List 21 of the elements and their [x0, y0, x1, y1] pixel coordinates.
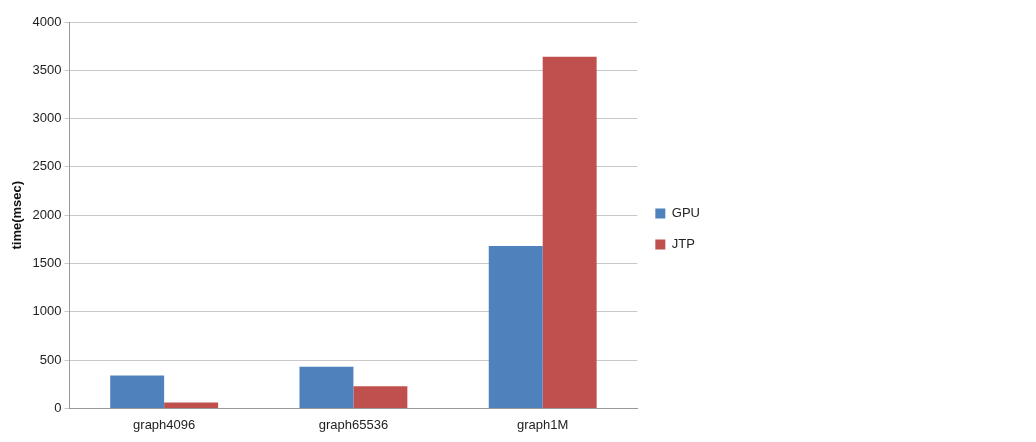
y-tick-label: 3500 [32, 61, 62, 77]
y-tick-label: 2500 [32, 158, 62, 174]
y-tick-label: 2000 [32, 206, 62, 222]
y-tick-label: 3000 [32, 110, 62, 126]
y-tick-label: 1500 [32, 255, 62, 271]
legend-label: GPU [671, 205, 700, 221]
y-tick-label: 0 [54, 399, 62, 415]
x-tick-label: graph4096 [133, 416, 196, 432]
x-tick-label: graph1M [517, 416, 569, 432]
legend-label: JTP [671, 236, 695, 252]
bar [164, 402, 219, 408]
y-tick-label: 500 [39, 351, 62, 367]
y-axis-title: time(msec) [9, 180, 25, 250]
y-tick-label: 1000 [32, 303, 62, 319]
bar [488, 246, 543, 408]
bar [299, 366, 354, 408]
y-tick-label: 4000 [32, 13, 62, 29]
bar [542, 56, 597, 408]
bar [353, 386, 408, 408]
x-tick-label: graph65536 [318, 416, 389, 432]
bar [110, 375, 165, 408]
